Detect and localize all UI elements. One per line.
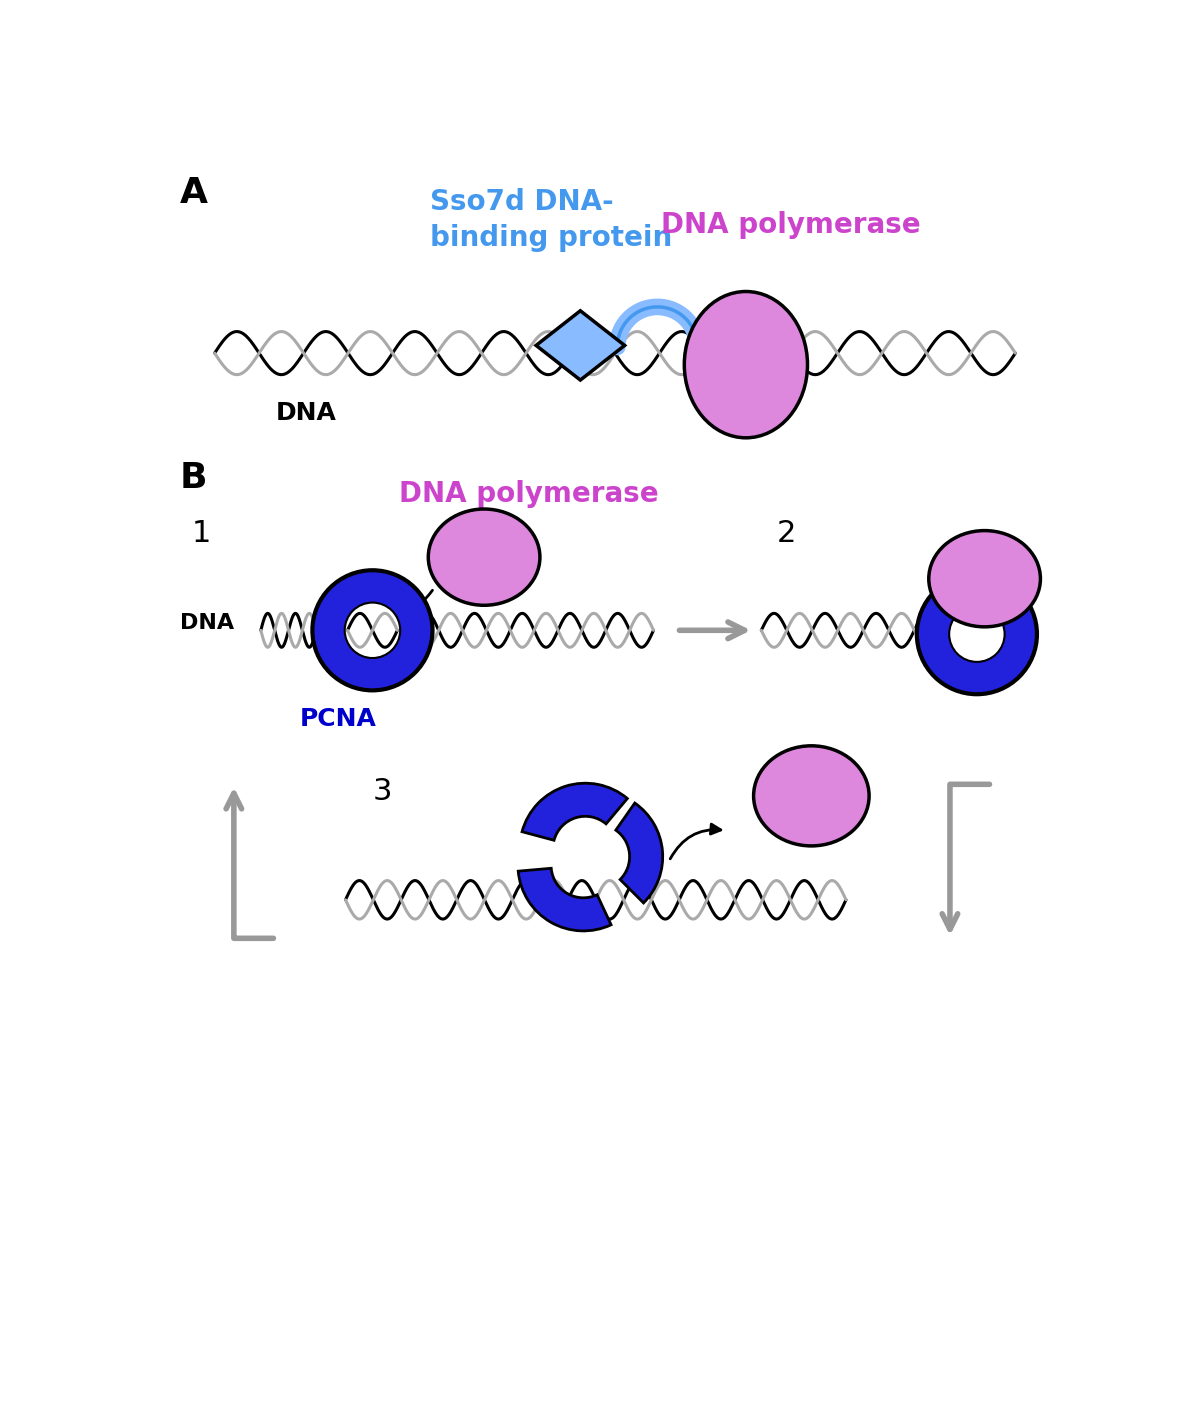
Text: binding protein: binding protein [431,224,672,252]
Text: Sso7d DNA-: Sso7d DNA- [431,187,614,216]
Text: PCNA: PCNA [299,707,376,731]
Circle shape [949,606,1004,662]
Wedge shape [518,868,611,931]
Circle shape [312,571,432,690]
Wedge shape [522,783,628,840]
Ellipse shape [754,745,869,845]
Text: DNA polymerase: DNA polymerase [661,211,920,238]
Text: DNA: DNA [276,400,337,426]
Ellipse shape [929,531,1040,627]
Text: DNA: DNA [180,613,234,633]
Circle shape [344,603,400,658]
Ellipse shape [428,509,540,606]
Wedge shape [616,803,662,903]
Text: 3: 3 [372,776,392,806]
Polygon shape [536,311,625,380]
Circle shape [917,573,1037,695]
Text: B: B [180,461,208,495]
Text: DNA polymerase: DNA polymerase [400,480,659,509]
Text: 1: 1 [192,519,211,548]
Text: A: A [180,176,208,210]
Text: 2: 2 [776,519,796,548]
Ellipse shape [684,292,808,438]
